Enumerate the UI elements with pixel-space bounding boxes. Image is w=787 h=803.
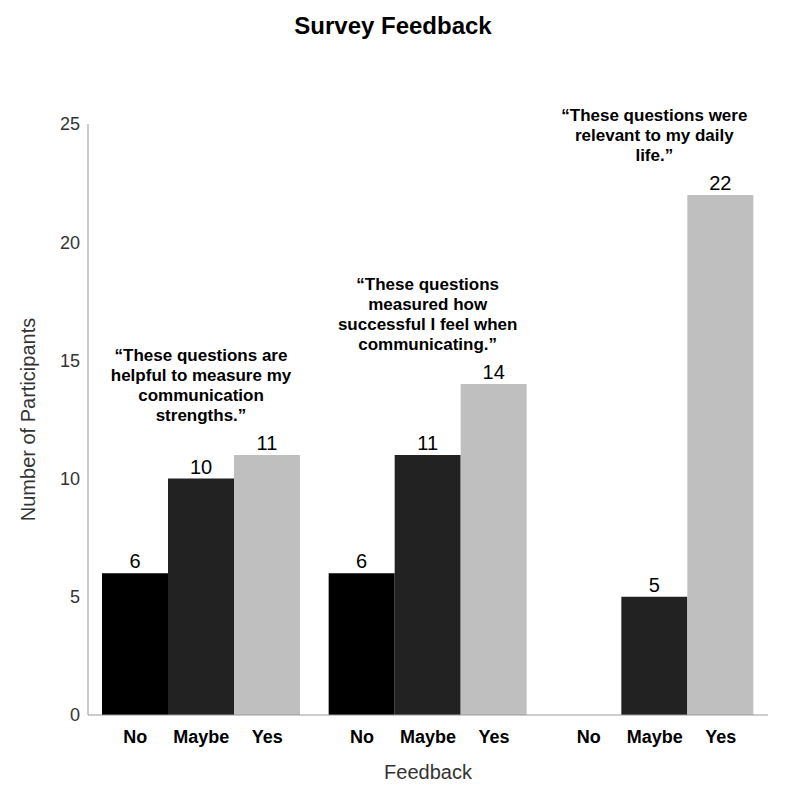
- svg-text:22: 22: [709, 172, 731, 194]
- svg-text:No: No: [577, 727, 601, 747]
- svg-text:0: 0: [70, 705, 80, 725]
- svg-text:Maybe: Maybe: [173, 727, 229, 747]
- svg-text:“These questions arehelpful to: “These questions arehelpful to measure m…: [111, 346, 292, 425]
- svg-text:5: 5: [649, 574, 660, 596]
- svg-text:11: 11: [257, 432, 278, 454]
- svg-text:20: 20: [60, 233, 80, 253]
- svg-text:“These questionsmeasured howsu: “These questionsmeasured howsuccessful I…: [338, 275, 518, 354]
- svg-text:11: 11: [417, 432, 438, 454]
- svg-text:6: 6: [356, 550, 367, 572]
- svg-text:14: 14: [483, 361, 505, 383]
- svg-text:Yes: Yes: [478, 727, 509, 747]
- svg-text:15: 15: [60, 351, 80, 371]
- svg-text:“These questions wererelevant: “These questions wererelevant to my dail…: [561, 106, 747, 165]
- svg-text:Yes: Yes: [705, 727, 736, 747]
- svg-text:No: No: [350, 727, 374, 747]
- svg-text:Maybe: Maybe: [400, 727, 456, 747]
- svg-text:5: 5: [70, 587, 80, 607]
- svg-text:No: No: [123, 727, 147, 747]
- svg-text:10: 10: [60, 469, 80, 489]
- html-text:Survey Feedback: Survey Feedback: [294, 12, 492, 39]
- svg-text:Yes: Yes: [252, 727, 283, 747]
- svg-text:10: 10: [190, 456, 212, 478]
- svg-text:Feedback: Feedback: [384, 761, 473, 783]
- svg-text:Maybe: Maybe: [627, 727, 683, 747]
- svg-text:25: 25: [60, 114, 80, 134]
- svg-text:6: 6: [129, 550, 140, 572]
- svg-text:Number of Participants: Number of Participants: [17, 318, 39, 521]
